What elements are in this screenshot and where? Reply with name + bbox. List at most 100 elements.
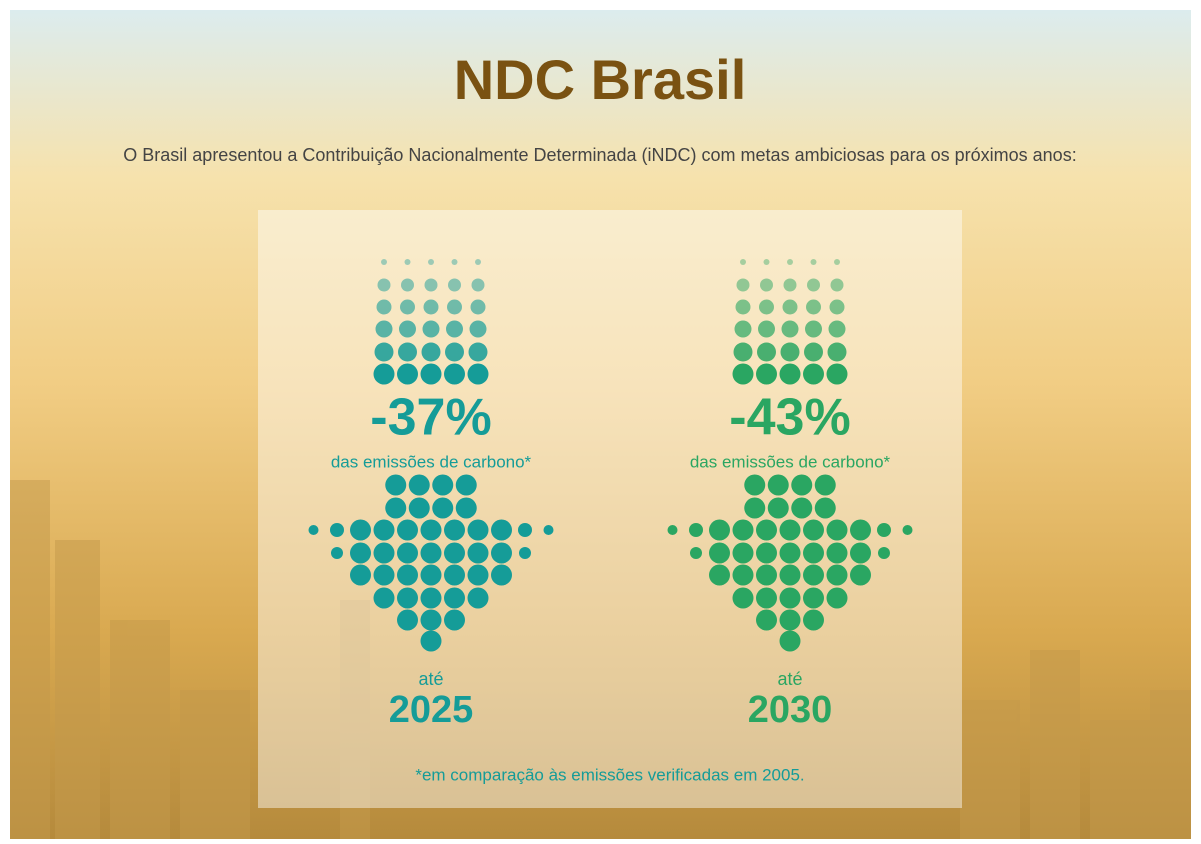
dot: [330, 523, 344, 537]
dot: [734, 343, 753, 362]
dot: [834, 259, 840, 265]
percentage: -43%: [729, 389, 850, 447]
dot: [784, 279, 797, 292]
dot: [827, 588, 848, 609]
dot: [756, 364, 777, 385]
dot: [759, 300, 774, 315]
dot: [815, 498, 836, 519]
dot: [815, 475, 836, 496]
dot: [444, 364, 465, 385]
dot: [421, 588, 442, 609]
dot: [737, 279, 750, 292]
dot: [378, 279, 391, 292]
dot: [850, 565, 871, 586]
dot: [758, 321, 775, 338]
dot: [850, 520, 871, 541]
dot: [831, 279, 844, 292]
dot: [781, 343, 800, 362]
dot: [827, 364, 848, 385]
year: 2025: [389, 689, 474, 731]
dot: [733, 364, 754, 385]
dot: [448, 279, 461, 292]
dot: [803, 565, 824, 586]
dot: [791, 498, 812, 519]
dot: [421, 520, 442, 541]
percentage: -37%: [370, 389, 491, 447]
infographic: NDC Brasil O Brasil apresentou a Contrib…: [0, 0, 1201, 839]
dot: [374, 588, 395, 609]
year: 2030: [748, 689, 833, 731]
footnote: *em comparação às emissões verificadas e…: [415, 765, 804, 784]
dot: [456, 498, 477, 519]
dot: [709, 520, 730, 541]
dot: [689, 523, 703, 537]
dot: [374, 565, 395, 586]
dot: [780, 364, 801, 385]
dot: [544, 525, 554, 535]
dot: [803, 588, 824, 609]
dot: [374, 520, 395, 541]
dot: [385, 475, 406, 496]
page: NDC Brasil O Brasil apresentou a Contrib…: [0, 0, 1201, 844]
dot: [405, 259, 411, 265]
dot: [375, 343, 394, 362]
dot: [780, 631, 801, 652]
dot: [756, 610, 777, 631]
dot: [803, 610, 824, 631]
dot: [397, 520, 418, 541]
dot: [397, 364, 418, 385]
until: até: [777, 669, 802, 689]
dot: [803, 543, 824, 564]
title: NDC Brasil: [454, 48, 747, 111]
dot: [811, 259, 817, 265]
dot: [424, 300, 439, 315]
dot: [471, 300, 486, 315]
dot: [422, 343, 441, 362]
dot: [397, 610, 418, 631]
dot: [740, 259, 746, 265]
dot: [397, 565, 418, 586]
dot: [491, 565, 512, 586]
dot: [469, 343, 488, 362]
dot: [850, 543, 871, 564]
dot: [733, 565, 754, 586]
subtitle: O Brasil apresentou a Contribuição Nacio…: [123, 145, 1076, 165]
panel: [258, 210, 962, 808]
dot: [756, 543, 777, 564]
dot: [425, 279, 438, 292]
dot: [421, 364, 442, 385]
dot: [804, 343, 823, 362]
label: das emissões de carbono*: [331, 452, 532, 471]
dot: [878, 547, 890, 559]
dot: [756, 565, 777, 586]
dot: [744, 475, 765, 496]
dot: [736, 300, 751, 315]
dot: [783, 300, 798, 315]
dot: [828, 343, 847, 362]
dot: [780, 520, 801, 541]
dot: [331, 547, 343, 559]
dot: [468, 520, 489, 541]
dot: [421, 565, 442, 586]
dot: [760, 279, 773, 292]
dot: [491, 520, 512, 541]
dot: [744, 498, 765, 519]
dot: [432, 475, 453, 496]
dot: [447, 300, 462, 315]
dot: [468, 543, 489, 564]
dot: [787, 259, 793, 265]
dot: [733, 520, 754, 541]
dot: [444, 520, 465, 541]
dot: [428, 259, 434, 265]
dot: [377, 300, 392, 315]
dot: [446, 321, 463, 338]
dot: [401, 279, 414, 292]
dot: [807, 279, 820, 292]
dot: [350, 520, 371, 541]
dot: [350, 543, 371, 564]
dot: [309, 525, 319, 535]
dot: [827, 520, 848, 541]
dot: [468, 565, 489, 586]
dot: [791, 475, 812, 496]
dot: [398, 343, 417, 362]
